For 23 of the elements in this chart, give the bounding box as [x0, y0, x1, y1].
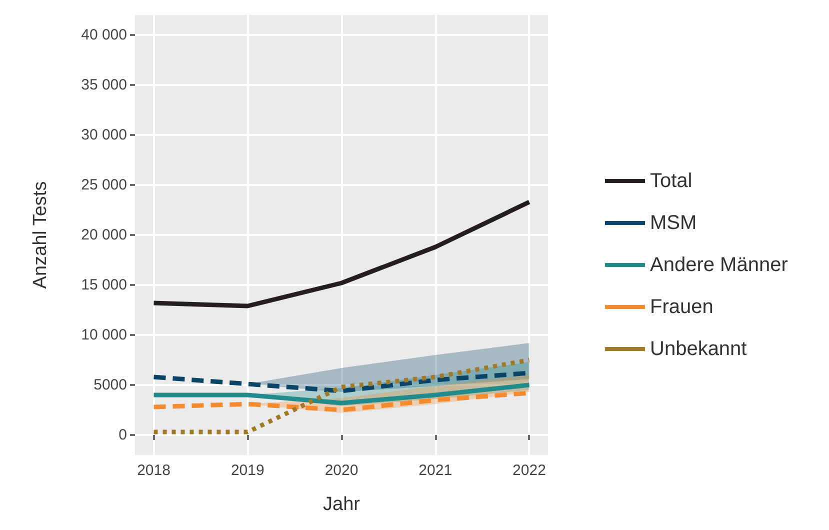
legend-label: Total [650, 170, 692, 192]
legend-label: Andere Männer [650, 254, 788, 276]
legend-label: MSM [650, 212, 697, 234]
line-series [152, 200, 532, 308]
x-tick-label: 2021 [418, 462, 452, 479]
x-tick-label: 2018 [137, 462, 170, 479]
x-tick-label: 2020 [324, 462, 358, 479]
y-tick-label: 40 000 [81, 26, 127, 44]
y-axis-title: Anzahl Tests [30, 181, 51, 289]
line-series [152, 358, 532, 434]
y-tick-label: 35 000 [81, 76, 127, 94]
y-tick-label: 15 000 [81, 276, 127, 294]
y-tick-label: 30 000 [81, 126, 127, 144]
y-tick-label: 10 000 [81, 326, 127, 344]
y-tick-label: 20 000 [81, 226, 127, 244]
legend-label: Unbekannt [650, 338, 748, 360]
x-tick-label: 2022 [512, 462, 546, 479]
legend-label: Frauen [650, 296, 714, 318]
y-tick-label: 0 [118, 426, 127, 444]
y-tick-label: 25 000 [81, 176, 127, 194]
x-tick-label: 2019 [230, 462, 264, 479]
y-tick-label: 5000 [94, 376, 127, 394]
x-axis-title: Jahr [323, 494, 361, 515]
